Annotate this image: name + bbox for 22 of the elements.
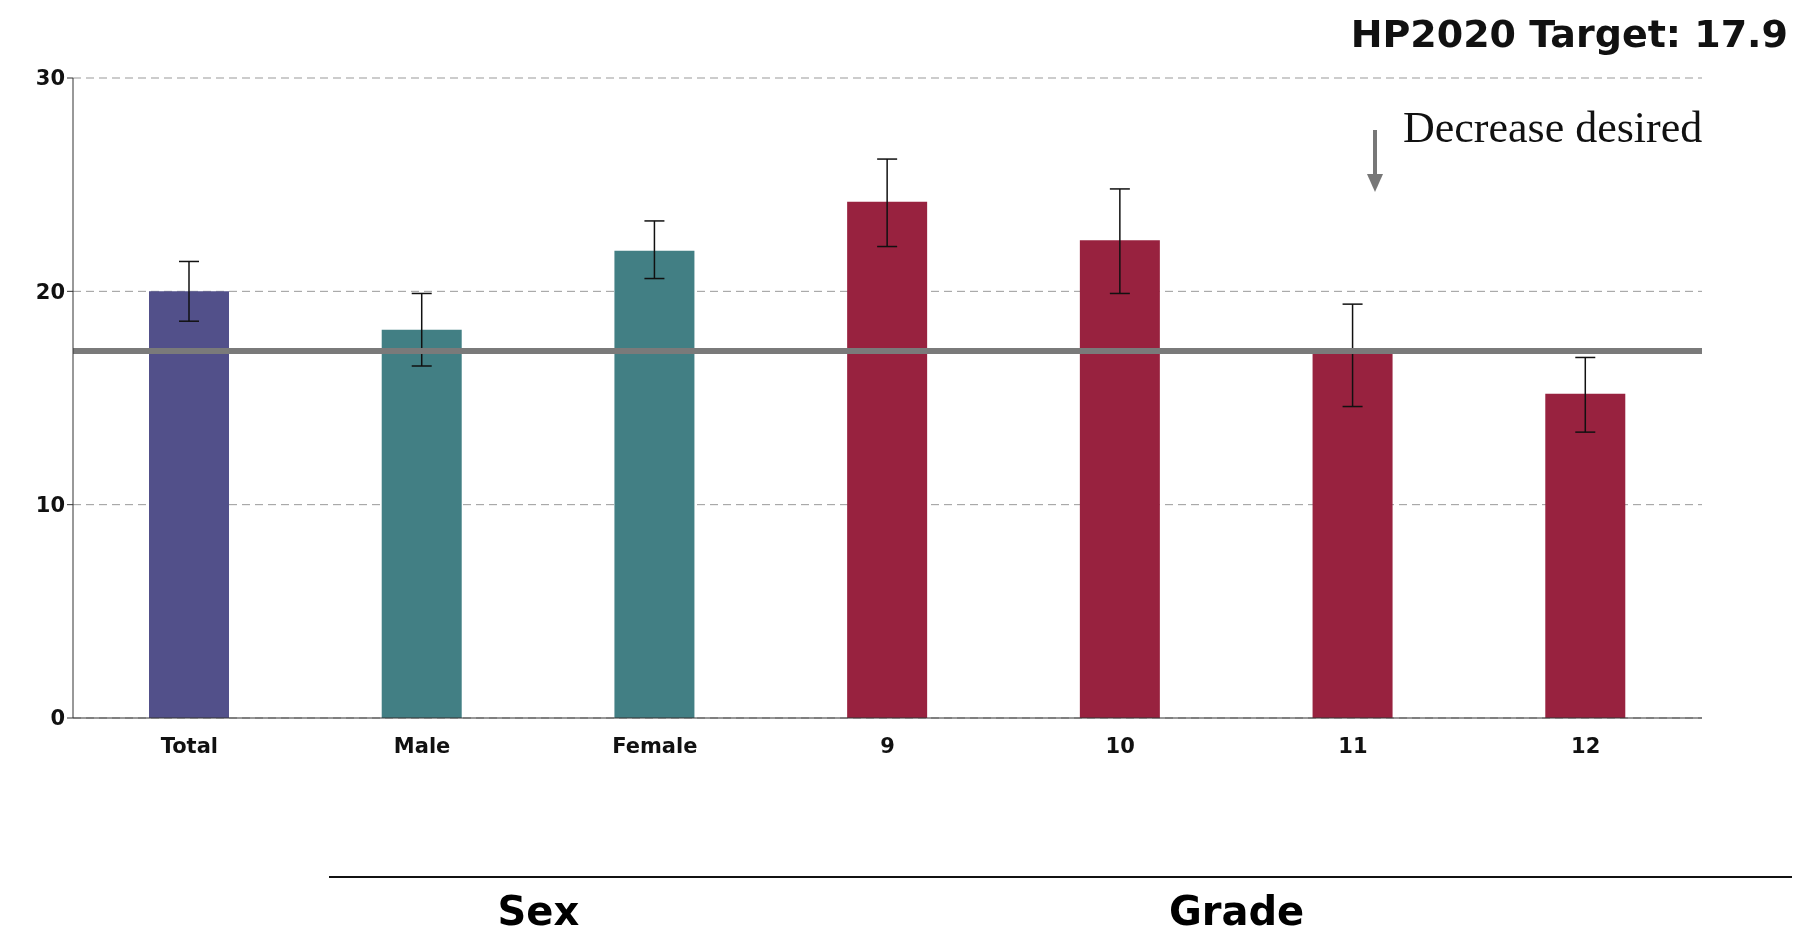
bar (614, 250, 695, 718)
bar (149, 291, 229, 718)
x-tick-label: Total (160, 733, 219, 758)
y-tick-label: 0 (50, 706, 65, 731)
text: Grade (1167, 888, 1306, 934)
x-tick-label: 10 (1105, 733, 1135, 758)
bar (1079, 240, 1160, 718)
chart-title: HP2020 Target: 17.9 (1350, 12, 1788, 56)
x-tick-label: 11 (1338, 733, 1368, 758)
bar (381, 329, 462, 718)
bar (1545, 393, 1626, 718)
text: Sex (496, 888, 581, 934)
x-tick-label: Female (612, 733, 698, 758)
y-tick-label: 30 (35, 66, 65, 91)
y-tick-label: 20 (35, 279, 65, 304)
annotation: Decrease desired (1403, 102, 1703, 153)
x-tick-label: 9 (880, 733, 895, 758)
bar (847, 201, 928, 718)
x-tick-label: 12 (1571, 733, 1601, 758)
bar (1312, 351, 1393, 718)
x-tick-label: Male (393, 733, 451, 758)
y-tick-label: 10 (35, 493, 65, 518)
